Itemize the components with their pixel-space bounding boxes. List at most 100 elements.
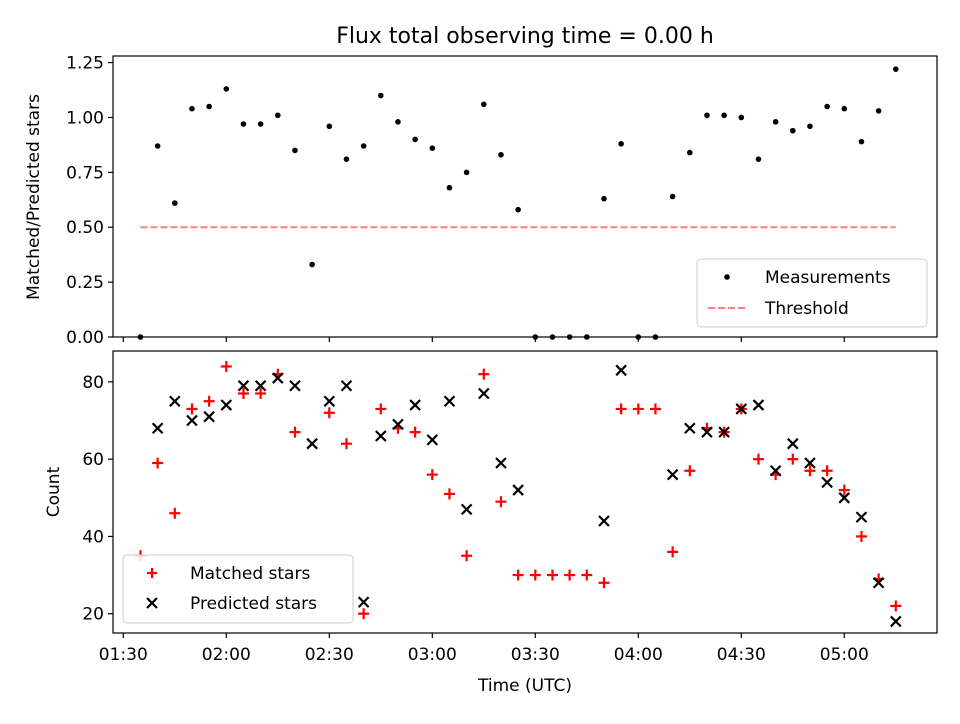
predicted-star-point <box>357 596 370 608</box>
matched-star-point <box>546 569 558 581</box>
top-legend: Measurements Threshold <box>696 258 928 328</box>
matched-star-point <box>581 569 593 581</box>
matched-star-point <box>443 488 455 500</box>
predicted-star-point <box>169 395 181 407</box>
measurement-point <box>275 112 281 119</box>
measurement-point <box>189 105 195 112</box>
matched-star-point <box>255 387 267 399</box>
measurement-point <box>446 184 453 191</box>
predicted-star-point <box>254 379 267 392</box>
measurement-point <box>154 143 161 149</box>
predicted-star-point <box>151 422 164 435</box>
matched-star-point <box>220 360 232 372</box>
bottom-x-tick-label: 04:00 <box>614 645 663 665</box>
measurement-point <box>669 193 676 200</box>
matched-star-point <box>684 465 696 477</box>
predicted-star-point <box>666 468 679 481</box>
legend-predicted-label: Predicted stars <box>190 594 317 614</box>
matched-star-point <box>203 395 215 407</box>
predicted-star-point <box>684 422 696 435</box>
predicted-star-point <box>375 430 387 442</box>
matched-star-point <box>495 496 507 508</box>
measurement-point <box>601 195 607 202</box>
measurement-point <box>498 151 504 158</box>
measurement-point <box>738 114 745 121</box>
predicted-star-point <box>752 399 765 411</box>
top-y-tick-label: 1.25 <box>66 54 104 74</box>
predicted-star-point <box>220 399 233 411</box>
matched-star-point <box>186 403 198 415</box>
predicted-star-point <box>203 410 215 423</box>
measurement-point <box>240 121 247 127</box>
matched-star-point <box>838 484 850 496</box>
top-ratio-panel: Flux total observing time = 0.00 h 0.00 0… <box>24 24 938 348</box>
measurement-point <box>875 108 882 114</box>
legend-matched-marker <box>147 568 157 578</box>
top-legend-box <box>696 258 928 328</box>
measurement-point <box>172 200 178 206</box>
matched-star-point <box>564 569 576 581</box>
predicted-star-point <box>306 437 318 450</box>
matched-star-point <box>787 453 799 465</box>
top-y-tick-label: 1.00 <box>66 108 104 128</box>
legend-measurements-marker <box>724 274 730 280</box>
measurement-point <box>687 149 693 156</box>
measurement-point <box>360 143 367 149</box>
predicted-star-point <box>409 399 421 411</box>
top-y-axis-label: Matched/Predicted stars <box>24 94 44 300</box>
predicted-stars-points <box>151 364 902 628</box>
measurement-point <box>755 156 762 162</box>
predicted-star-point <box>323 395 336 407</box>
predicted-star-point <box>804 457 816 469</box>
legend-matched-label: Matched stars <box>190 564 310 584</box>
matched-star-point <box>461 550 473 562</box>
measurement-point <box>790 127 796 134</box>
matched-star-point <box>804 465 816 477</box>
measurement-point <box>515 206 521 213</box>
matched-star-point <box>649 403 661 415</box>
top-y-tick-label: 0.50 <box>66 218 104 238</box>
predicted-star-point <box>186 414 198 427</box>
measurement-point <box>721 112 727 119</box>
predicted-star-point <box>821 476 833 489</box>
predicted-star-point <box>460 503 473 516</box>
legend-threshold-label: Threshold <box>764 299 849 319</box>
measurement-point <box>395 119 401 125</box>
measurement-point <box>772 119 779 125</box>
top-chart-title: Flux total observing time = 0.00 h <box>336 24 714 49</box>
measurement-point <box>618 141 624 147</box>
matched-star-point <box>890 600 902 612</box>
predicted-star-point <box>872 577 885 589</box>
matched-star-point <box>667 546 679 558</box>
legend-measurements-label: Measurements <box>765 268 891 288</box>
measurement-point <box>412 136 418 143</box>
measurement-point <box>343 156 350 162</box>
measurement-point <box>824 103 830 110</box>
measurements-points <box>137 66 899 340</box>
matched-star-point <box>598 577 610 589</box>
measurement-point <box>292 147 298 154</box>
measurement-point <box>309 261 315 268</box>
predicted-star-point <box>237 379 250 392</box>
measurement-point <box>463 169 470 176</box>
predicted-star-point <box>392 418 404 431</box>
bottom-x-tick-label: 02:30 <box>305 645 354 665</box>
matched-star-point <box>340 438 352 450</box>
bottom-x-tick-label: 02:00 <box>202 645 251 665</box>
predicted-star-point <box>478 387 490 400</box>
matched-star-point <box>169 507 181 519</box>
bottom-plot-frame <box>112 350 938 634</box>
bottom-legend: Matched stars Predicted stars <box>122 554 354 624</box>
top-y-tick-label: 0.00 <box>66 328 104 348</box>
matched-star-point <box>426 469 438 481</box>
matched-star-point <box>358 608 370 620</box>
bottom-y-axis-ticks: 20 40 60 80 <box>82 373 113 625</box>
predicted-star-point <box>701 426 713 438</box>
matched-star-point <box>529 569 541 581</box>
bottom-y-tick-label: 20 <box>82 605 104 625</box>
predicted-star-point <box>718 426 730 438</box>
predicted-star-point <box>272 372 284 384</box>
measurement-point <box>326 123 333 130</box>
matched-star-point <box>512 569 524 581</box>
